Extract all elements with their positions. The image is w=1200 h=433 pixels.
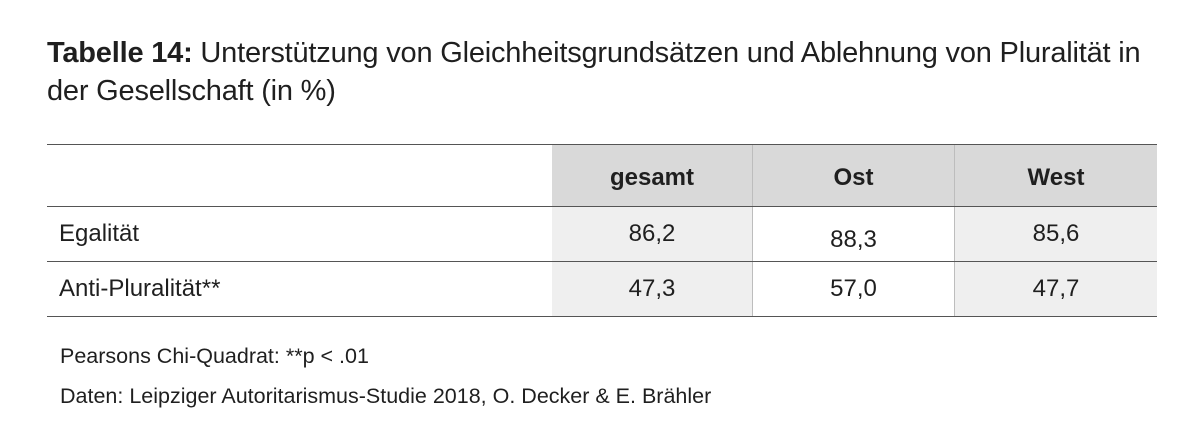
table-row: Anti-Pluralität** 47,3 57,0 47,7 xyxy=(47,262,1157,317)
source-note: Daten: Leipziger Autoritarismus-Studie 2… xyxy=(60,384,712,408)
header-corner-cell xyxy=(47,145,552,206)
column-header-gesamt: gesamt xyxy=(552,145,752,206)
row-label-egalitaet: Egalität xyxy=(59,220,140,247)
row-label-anti-pluralitaet: Anti-Pluralität** xyxy=(59,275,221,302)
table-notes: Pearsons Chi-Quadrat: **p < .01 Daten: L… xyxy=(60,336,711,416)
cell-egalitaet-west: 85,6 xyxy=(955,207,1157,261)
cell-anti-pluralitaet-west: 47,7 xyxy=(955,262,1157,316)
table-number-label: Tabelle 14: xyxy=(47,37,193,69)
table-title: Unterstützung von Gleichheitsgrundsätzen… xyxy=(47,37,1141,107)
data-table: gesamt Ost West Egalität 86,2 88,3 85,6 … xyxy=(47,144,1157,317)
cell-egalitaet-ost: 88,3 xyxy=(752,207,955,261)
cell-anti-pluralitaet-gesamt: 47,3 xyxy=(552,262,752,316)
cell-egalitaet-gesamt: 86,2 xyxy=(552,207,752,261)
significance-note: Pearsons Chi-Quadrat: **p < .01 xyxy=(60,344,369,368)
table-row: Egalität 86,2 88,3 85,6 xyxy=(47,207,1157,262)
cell-egalitaet-ost-value: 88,3 xyxy=(830,226,877,253)
table-caption: Tabelle 14: Unterstützung von Gleichheit… xyxy=(47,34,1157,110)
table-header-row: gesamt Ost West xyxy=(47,145,1157,207)
column-header-west: West xyxy=(955,145,1157,206)
cell-anti-pluralitaet-ost: 57,0 xyxy=(752,262,955,316)
column-header-ost: Ost xyxy=(752,145,955,206)
